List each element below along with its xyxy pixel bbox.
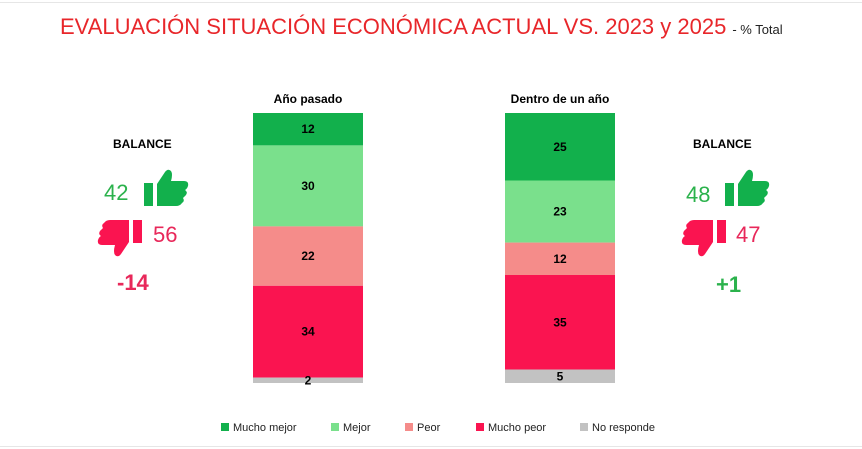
bar-segment-mejor-1 (505, 180, 615, 243)
top-border (0, 2, 862, 3)
data-label-peor-1: 12 (553, 252, 567, 266)
thumbs-up-icon (144, 169, 189, 206)
data-label-mejor-0: 30 (301, 179, 315, 193)
data-label-mucho-mejor-1: 25 (553, 140, 567, 154)
legend-item-mucho-peor: Mucho peor (476, 422, 546, 434)
legend-label: Mejor (343, 422, 371, 434)
legend-item-no-responde: No responde (580, 422, 655, 434)
left-positive-value: 42 (104, 180, 129, 205)
right-net-balance: +1 (716, 272, 742, 297)
data-label-no-responde-1: 5 (557, 369, 564, 383)
chart-legend: Mucho mejor Mejor Peor Mucho peor No res… (0, 422, 862, 438)
legend-label: Mucho peor (488, 422, 547, 434)
bar-segment-peor-1 (505, 242, 615, 275)
legend-label: No responde (592, 422, 655, 434)
thumbs-up-icon (725, 169, 770, 206)
right-balance-label: BALANCE (693, 137, 752, 151)
data-label-mejor-1: 23 (553, 205, 567, 219)
thumbs-down-icon (681, 220, 726, 257)
right-negative-value: 47 (736, 222, 761, 247)
title-subtitle: - % Total (732, 22, 783, 37)
legend-item-mucho-mejor: Mucho mejor (221, 422, 297, 434)
bar-segment-peor-0 (253, 226, 363, 286)
bar-segment-no-responde-1 (505, 369, 615, 383)
legend-item-peor: Peor (405, 422, 440, 434)
category-label-0: Año pasado (273, 92, 343, 106)
legend-label: Mucho mejor (233, 422, 297, 434)
bar-segment-mucho-peor-1 (505, 275, 615, 370)
data-label-no-responde-0: 2 (305, 373, 312, 387)
bar-segment-no-responde-0 (253, 377, 363, 383)
data-label-peor-0: 22 (301, 249, 315, 263)
legend-item-mejor: Mejor (331, 422, 371, 434)
bar-segment-mucho-mejor-1 (505, 113, 615, 181)
thumbs-down-icon (97, 220, 142, 257)
bottom-border (0, 446, 862, 447)
chart-title: EVALUACIÓN SITUACIÓN ECONÓMICA ACTUAL VS… (60, 14, 783, 40)
bar-segment-mucho-mejor-0 (253, 113, 363, 146)
data-label-mucho-mejor-0: 12 (301, 122, 315, 136)
bar-segment-mucho-peor-0 (253, 285, 363, 378)
legend-swatch (331, 423, 339, 431)
legend-swatch (221, 423, 229, 431)
data-label-mucho-peor-1: 35 (553, 315, 567, 329)
bar-segment-mejor-0 (253, 145, 363, 227)
legend-swatch (580, 423, 588, 431)
right-positive-value: 48 (686, 182, 711, 207)
left-net-balance: -14 (117, 270, 149, 295)
legend-swatch (476, 423, 484, 431)
legend-swatch (405, 423, 413, 431)
left-negative-value: 56 (153, 222, 178, 247)
data-label-mucho-peor-0: 34 (301, 325, 315, 339)
legend-label: Peor (417, 422, 441, 434)
left-balance-label: BALANCE (113, 137, 172, 151)
category-label-1: Dentro de un año (510, 92, 610, 106)
title-main: EVALUACIÓN SITUACIÓN ECONÓMICA ACTUAL VS… (60, 14, 727, 39)
